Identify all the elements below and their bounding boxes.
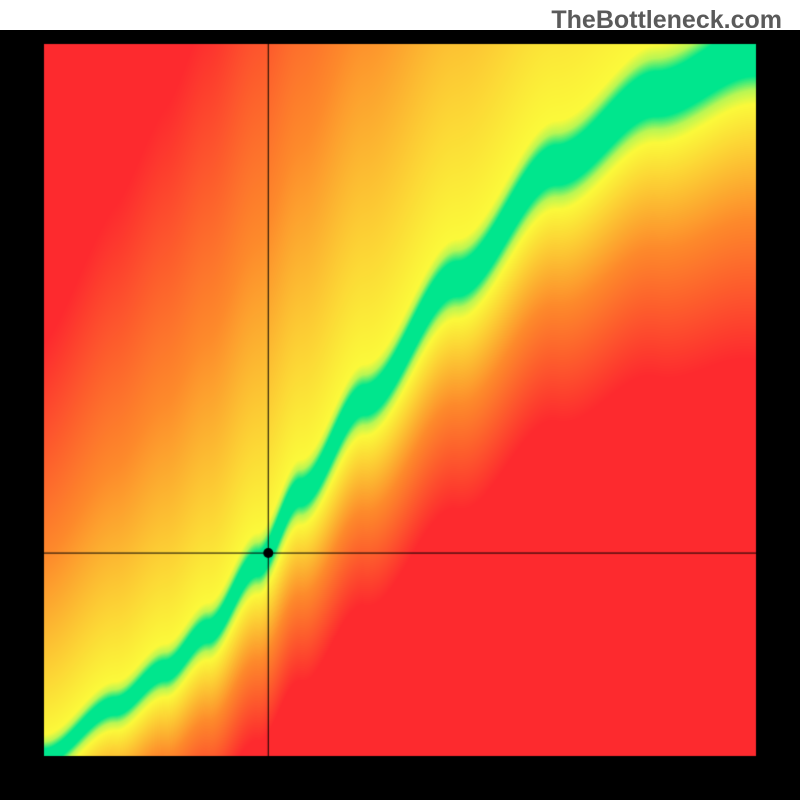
plot-area bbox=[0, 30, 800, 800]
watermark-label: TheBottleneck.com bbox=[551, 6, 782, 35]
chart-container: TheBottleneck.com bbox=[0, 0, 800, 800]
heatmap-canvas bbox=[0, 30, 800, 800]
